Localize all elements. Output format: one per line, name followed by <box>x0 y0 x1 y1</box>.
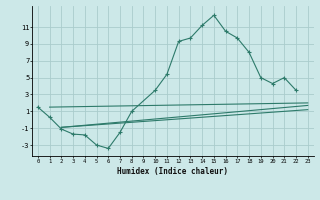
X-axis label: Humidex (Indice chaleur): Humidex (Indice chaleur) <box>117 167 228 176</box>
